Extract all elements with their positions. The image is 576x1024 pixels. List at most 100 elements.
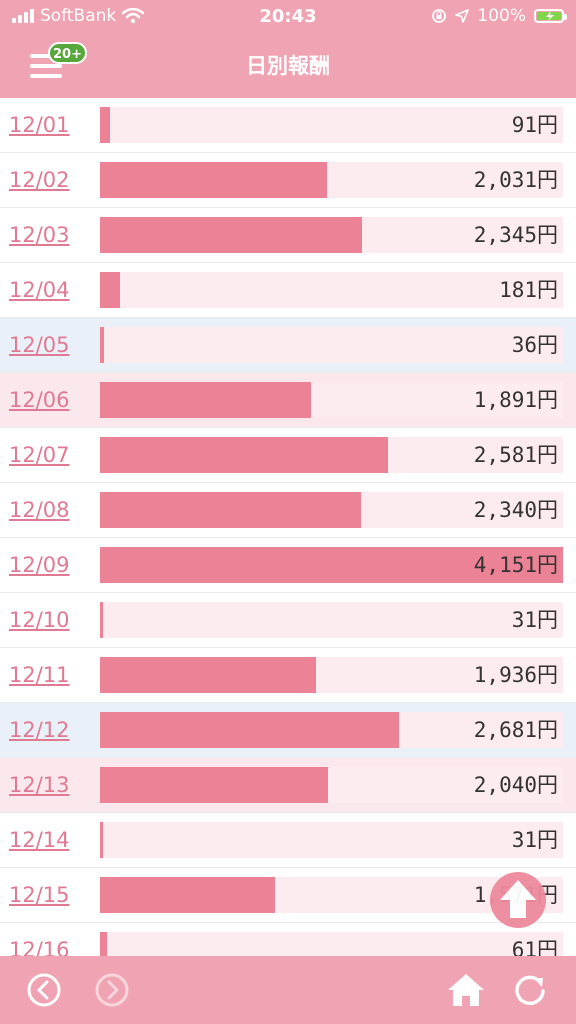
reward-row: 12/09 4,151円 bbox=[0, 538, 576, 593]
battery-percent: 100% bbox=[477, 6, 526, 26]
bar-track bbox=[100, 382, 563, 418]
date-link[interactable]: 12/06 bbox=[9, 388, 70, 412]
reward-amount: 181円 bbox=[499, 278, 558, 302]
status-time: 20:43 bbox=[259, 6, 317, 27]
home-button[interactable] bbox=[446, 972, 484, 1008]
reward-amount: 31円 bbox=[511, 828, 558, 852]
bar-track bbox=[100, 272, 563, 308]
status-left: SoftBank bbox=[12, 6, 145, 26]
date-link[interactable]: 12/14 bbox=[9, 828, 70, 852]
reward-amount: 61円 bbox=[511, 938, 558, 956]
reward-row: 12/12 2,681円 bbox=[0, 703, 576, 758]
reward-amount: 31円 bbox=[511, 608, 558, 632]
date-link[interactable]: 12/13 bbox=[9, 773, 70, 797]
reward-amount: 1,891円 bbox=[473, 388, 558, 412]
reward-row: 12/01 91円 bbox=[0, 98, 576, 153]
reward-bar bbox=[100, 272, 121, 308]
date-link[interactable]: 12/10 bbox=[9, 608, 70, 632]
reward-amount: 2,681円 bbox=[473, 718, 558, 742]
bar-track bbox=[100, 107, 563, 143]
reward-bar bbox=[100, 327, 104, 363]
reward-bar bbox=[100, 822, 104, 858]
reward-row: 12/13 2,040円 bbox=[0, 758, 576, 813]
reward-amount: 2,031円 bbox=[473, 168, 558, 192]
orientation-lock-icon bbox=[432, 9, 447, 23]
reward-bar bbox=[100, 932, 107, 956]
date-link[interactable]: 12/04 bbox=[9, 278, 70, 302]
signal-icon bbox=[12, 9, 34, 23]
date-link[interactable]: 12/01 bbox=[9, 113, 70, 137]
reward-row: 12/16 61円 bbox=[0, 923, 576, 956]
date-link[interactable]: 12/09 bbox=[9, 553, 70, 577]
reward-bar bbox=[100, 382, 311, 418]
date-link[interactable]: 12/11 bbox=[9, 663, 70, 687]
reward-row: 12/03 2,345円 bbox=[0, 208, 576, 263]
forward-icon bbox=[95, 973, 129, 1007]
status-right: 100% bbox=[431, 6, 567, 26]
date-link[interactable]: 12/16 bbox=[9, 938, 70, 956]
home-icon bbox=[448, 974, 484, 1006]
bar-track bbox=[100, 547, 563, 583]
date-link[interactable]: 12/12 bbox=[9, 718, 70, 742]
bottom-toolbar bbox=[0, 956, 576, 1024]
reward-row: 12/02 2,031円 bbox=[0, 153, 576, 208]
reward-row: 12/11 1,936円 bbox=[0, 648, 576, 703]
reward-bar bbox=[100, 547, 563, 583]
reward-bar bbox=[100, 602, 104, 638]
date-link[interactable]: 12/03 bbox=[9, 223, 70, 247]
app-header: 日別報酬 20+ bbox=[0, 34, 576, 98]
reward-bar bbox=[100, 712, 400, 748]
reward-row: 12/07 2,581円 bbox=[0, 428, 576, 483]
reward-bar bbox=[100, 767, 328, 803]
bar-track bbox=[100, 437, 563, 473]
reload-icon bbox=[515, 975, 545, 1006]
reload-button[interactable] bbox=[512, 972, 548, 1008]
daily-reward-list: 12/01 91円 12/02 2,031円 12/03 2,345円 12/04 181円 1… bbox=[0, 98, 576, 956]
reward-bar bbox=[100, 217, 362, 253]
bar-track bbox=[100, 162, 563, 198]
date-link[interactable]: 12/08 bbox=[9, 498, 70, 522]
reward-amount: 2,581円 bbox=[473, 443, 558, 467]
hamburger-menu-icon[interactable] bbox=[28, 46, 68, 86]
date-link[interactable]: 12/05 bbox=[9, 333, 70, 357]
reward-bar bbox=[100, 107, 111, 143]
bar-track bbox=[100, 327, 563, 363]
reward-row: 12/14 31円 bbox=[0, 813, 576, 868]
reward-bar bbox=[100, 162, 327, 198]
reward-bar bbox=[100, 437, 388, 473]
arrow-up-icon bbox=[500, 880, 536, 918]
reward-amount: 1,936円 bbox=[473, 663, 558, 687]
battery-charging-icon bbox=[534, 9, 567, 23]
bar-track bbox=[100, 217, 563, 253]
bar-track bbox=[100, 657, 563, 693]
reward-bar bbox=[100, 492, 361, 528]
scroll-top-button[interactable] bbox=[490, 872, 546, 928]
reward-row: 12/06 1,891円 bbox=[0, 373, 576, 428]
bar-track bbox=[100, 932, 563, 956]
back-icon bbox=[27, 973, 61, 1007]
date-link[interactable]: 12/07 bbox=[9, 443, 70, 467]
reward-amount: 36円 bbox=[511, 333, 558, 357]
wifi-icon bbox=[122, 8, 145, 24]
reward-row: 12/10 31円 bbox=[0, 593, 576, 648]
reward-bar bbox=[100, 657, 316, 693]
date-link[interactable]: 12/15 bbox=[9, 883, 70, 907]
page-title: 日別報酬 bbox=[246, 54, 330, 78]
reward-amount: 2,345円 bbox=[473, 223, 558, 247]
bar-track bbox=[100, 877, 563, 913]
reward-amount: 4,151円 bbox=[473, 553, 558, 577]
reward-row: 12/04 181円 bbox=[0, 263, 576, 318]
reward-amount: 91円 bbox=[511, 113, 558, 137]
date-link[interactable]: 12/02 bbox=[9, 168, 70, 192]
reward-bar bbox=[100, 877, 276, 913]
forward-button[interactable] bbox=[94, 972, 130, 1008]
status-bar: SoftBank 20:43 100% bbox=[0, 0, 576, 34]
location-icon bbox=[455, 9, 470, 23]
carrier-name: SoftBank bbox=[40, 6, 117, 26]
reward-row: 12/05 36円 bbox=[0, 318, 576, 373]
back-button[interactable] bbox=[26, 972, 62, 1008]
notification-badge: 20+ bbox=[48, 42, 87, 64]
reward-row: 12/08 2,340円 bbox=[0, 483, 576, 538]
reward-amount: 2,340円 bbox=[473, 498, 558, 522]
reward-amount: 2,040円 bbox=[473, 773, 558, 797]
